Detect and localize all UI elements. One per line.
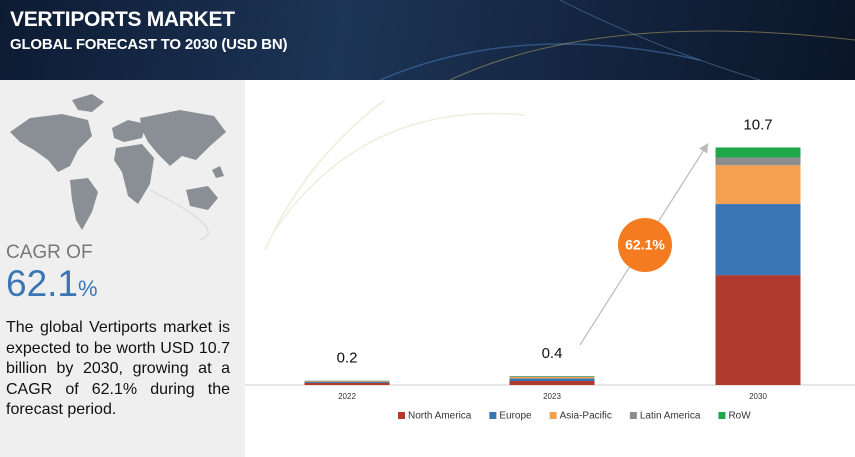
legend-swatch: [398, 412, 405, 419]
bar-segment: [304, 381, 390, 382]
chart: 0.2 2022 0.4 2023 10.7 2030 62.1% North America…: [245, 99, 855, 422]
header-decoration: [379, 0, 855, 80]
legend-label: Asia-Pacific: [560, 411, 612, 422]
total-label: 0.2: [337, 350, 358, 367]
subtitle: GLOBAL FORECAST TO 2030 (USD BN): [10, 36, 288, 53]
bar-segment: [304, 383, 390, 385]
bar-segment: [715, 275, 801, 385]
cagr-badge: [618, 218, 672, 272]
x-tick-label: 2023: [543, 392, 561, 401]
sidebar: CAGR OF 62.1% The global Vertiports mark…: [0, 80, 245, 457]
x-tick-label: 2022: [338, 392, 356, 401]
total-label: 10.7: [743, 116, 772, 133]
total-label: 0.4: [542, 345, 563, 362]
legend-label: RoW: [728, 411, 751, 422]
x-tick-label: 2030: [749, 392, 767, 401]
header: VERTIPORTS MARKET GLOBAL FORECAST TO 203…: [0, 0, 855, 80]
cagr-label: CAGR OF: [6, 242, 93, 263]
legend-label: Europe: [499, 411, 532, 422]
cagr-unit: %: [78, 276, 98, 301]
legend-swatch: [549, 412, 557, 419]
legend-swatch: [718, 412, 726, 419]
cagr-value: 62.1%: [6, 263, 98, 305]
bar-segment: [509, 378, 595, 382]
legend-swatch: [489, 412, 497, 419]
bar-segment: [304, 381, 390, 384]
bar-segment: [509, 381, 595, 385]
bar-segment: [715, 204, 801, 276]
legend-label: North America: [408, 411, 472, 422]
description: The global Vertiports market is expected…: [6, 319, 230, 418]
title: VERTIPORTS MARKET: [10, 8, 235, 31]
bar-segment: [715, 157, 801, 166]
world-map: [10, 94, 226, 240]
bar-segment: [715, 165, 801, 205]
legend-label: Latin America: [640, 411, 701, 422]
cagr-badge-label: 62.1%: [625, 237, 665, 253]
bar-segment: [509, 377, 595, 379]
cagr-number: 62.1: [6, 263, 79, 304]
legend-swatch: [629, 412, 637, 419]
bar-segment: [715, 147, 801, 158]
